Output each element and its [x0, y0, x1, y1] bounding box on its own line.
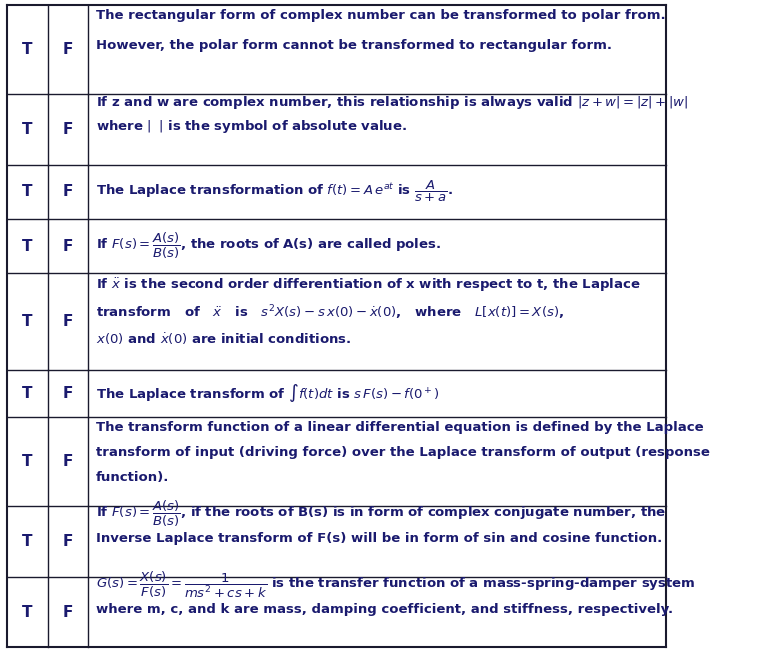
Text: The transform function of a linear differential equation is defined by the Lapla: The transform function of a linear diffe… [96, 421, 703, 434]
Text: F: F [63, 386, 73, 401]
Text: T: T [22, 386, 32, 401]
Text: $x(0)$ and $\dot{x}(0)$ are initial conditions.: $x(0)$ and $\dot{x}(0)$ are initial cond… [96, 332, 351, 348]
Text: F: F [63, 122, 73, 137]
Text: where m, c, and k are mass, damping coefficient, and stiffness, respectively.: where m, c, and k are mass, damping coef… [96, 602, 673, 615]
Text: The Laplace transform of $\int f(t)dt$ is $s\,F(s) - f(0^+)$: The Laplace transform of $\int f(t)dt$ i… [96, 383, 439, 404]
Text: function).: function). [96, 471, 169, 484]
Text: F: F [63, 534, 73, 549]
Text: T: T [22, 604, 32, 619]
Text: T: T [22, 239, 32, 254]
Text: T: T [22, 185, 32, 200]
Text: The rectangular form of complex number can be transformed to polar from.: The rectangular form of complex number c… [96, 8, 666, 22]
Text: However, the polar form cannot be transformed to rectangular form.: However, the polar form cannot be transf… [96, 39, 611, 52]
Text: F: F [63, 185, 73, 200]
Text: The Laplace transformation of $f(t) = A\,e^{at}$ is $\dfrac{A}{s+a}$.: The Laplace transformation of $f(t) = A\… [96, 179, 453, 205]
Text: T: T [22, 314, 32, 329]
Text: $G(s) = \dfrac{X(s)}{F(s)} = \dfrac{1}{ms^2+cs+k}$ is the transfer function of a: $G(s) = \dfrac{X(s)}{F(s)} = \dfrac{1}{m… [96, 570, 695, 600]
Text: transform of input (driving force) over the Laplace transform of output (respons: transform of input (driving force) over … [96, 446, 710, 459]
Text: where $|\;\;|$ is the symbol of absolute value.: where $|\;\;|$ is the symbol of absolute… [96, 118, 407, 135]
Text: If z and w are complex number, this relationship is always valid $|z+w|=|z|+|w|$: If z and w are complex number, this rela… [96, 94, 688, 111]
Text: If $\ddot{x}$ is the second order differentiation of x with respect to t, the La: If $\ddot{x}$ is the second order differ… [96, 276, 640, 294]
Text: F: F [63, 314, 73, 329]
Text: F: F [63, 454, 73, 469]
Text: T: T [22, 534, 32, 549]
Text: transform   of   $\ddot{x}$   is   $s^2X(s) - s\,x(0) - \dot{x}(0)$,   where   $: transform of $\ddot{x}$ is $s^2X(s) - s\… [96, 303, 564, 321]
Text: F: F [63, 604, 73, 619]
Text: Inverse Laplace transform of F(s) will be in form of sin and cosine function.: Inverse Laplace transform of F(s) will b… [96, 532, 662, 545]
Text: T: T [22, 454, 32, 469]
Text: F: F [63, 42, 73, 57]
Text: If $F(s) = \dfrac{A(s)}{B(s)}$, the roots of A(s) are called poles.: If $F(s) = \dfrac{A(s)}{B(s)}$, the root… [96, 231, 441, 261]
Text: F: F [63, 239, 73, 254]
Text: T: T [22, 42, 32, 57]
Text: T: T [22, 122, 32, 137]
Text: If $F(s) = \dfrac{A(s)}{B(s)}$, if the roots of B(s) is in form of complex conju: If $F(s) = \dfrac{A(s)}{B(s)}$, if the r… [96, 499, 666, 529]
